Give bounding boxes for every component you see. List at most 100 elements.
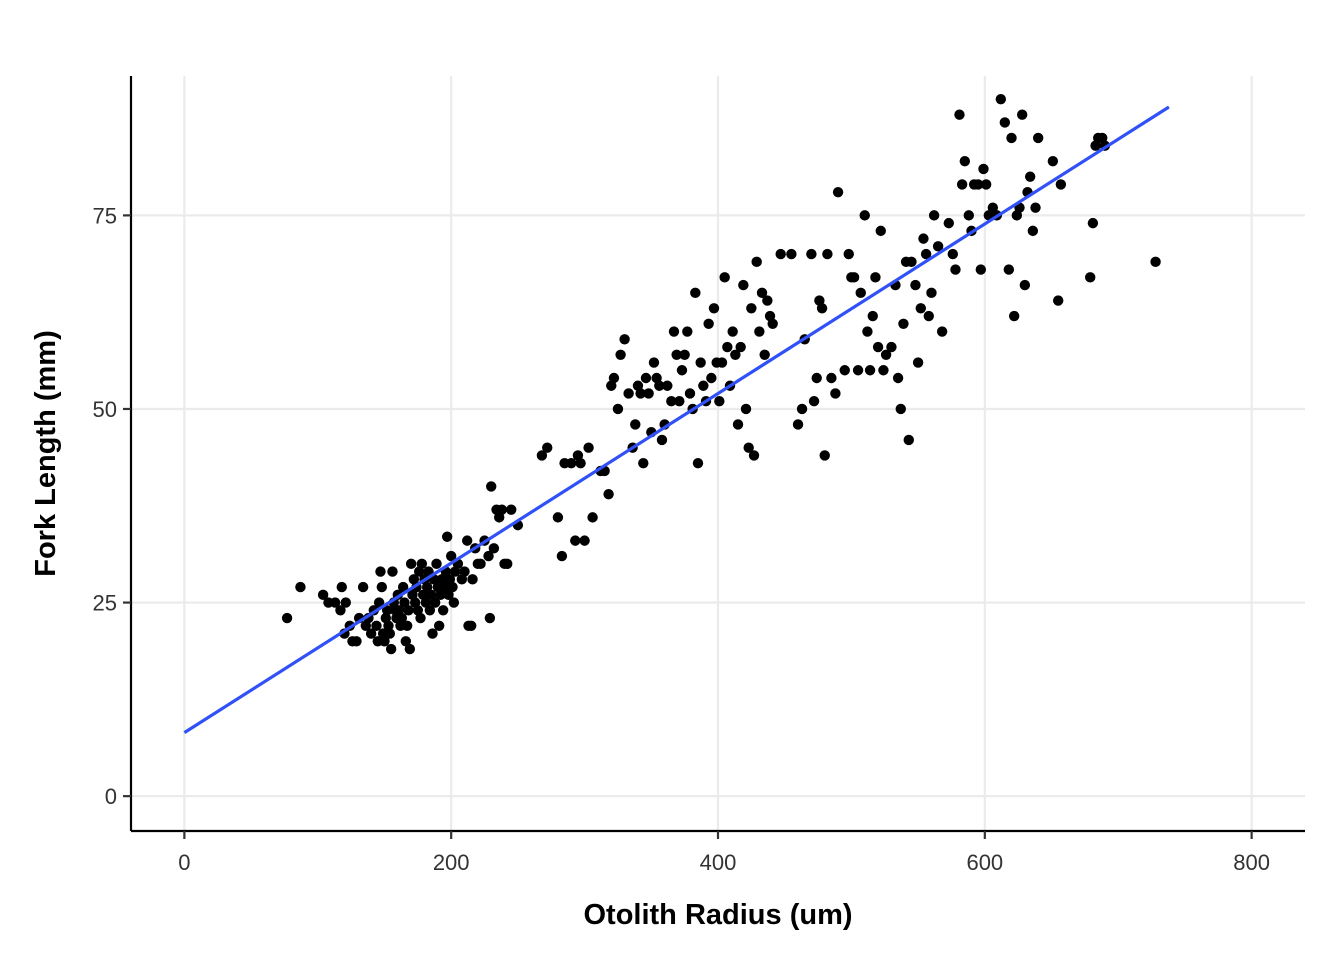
data-point xyxy=(375,566,386,577)
data-point xyxy=(400,636,412,647)
data-point xyxy=(483,550,494,562)
data-point xyxy=(536,450,548,461)
data-point xyxy=(819,450,830,461)
data-point xyxy=(862,326,873,337)
data-point xyxy=(978,163,989,175)
data-point xyxy=(648,357,660,368)
data-point xyxy=(859,210,870,221)
data-point xyxy=(923,310,934,322)
data-point xyxy=(1055,179,1067,190)
data-point xyxy=(1150,256,1161,268)
data-point xyxy=(459,566,470,577)
data-point xyxy=(751,256,762,268)
data-point xyxy=(926,287,937,299)
data-point xyxy=(668,326,680,337)
x-axis-ticks: 0 200 400 600 800 xyxy=(178,831,1270,875)
data-point xyxy=(496,504,508,515)
data-point xyxy=(943,217,954,229)
data-point xyxy=(792,419,804,430)
data-point xyxy=(738,279,749,291)
data-point xyxy=(376,581,388,593)
data-point xyxy=(405,558,417,570)
data-point xyxy=(954,109,965,120)
data-point xyxy=(852,365,864,376)
data-point xyxy=(484,612,496,624)
x-tick-label: 200 xyxy=(433,850,470,875)
data-point xyxy=(542,442,553,453)
data-point xyxy=(903,434,914,446)
data-point xyxy=(987,202,999,213)
x-tick-label: 0 xyxy=(178,850,190,875)
data-point xyxy=(399,597,410,608)
data-point xyxy=(619,334,630,345)
data-point xyxy=(912,357,924,368)
data-point xyxy=(674,396,685,407)
data-point xyxy=(488,543,500,554)
data-point xyxy=(947,248,958,260)
data-point xyxy=(401,620,413,631)
data-point xyxy=(1047,155,1059,167)
data-point xyxy=(855,287,866,299)
data-point xyxy=(429,597,441,608)
data-point xyxy=(816,303,828,314)
data-point xyxy=(396,612,408,624)
data-point xyxy=(431,558,442,570)
data-point xyxy=(623,388,634,399)
data-point xyxy=(932,241,944,252)
y-tick-label: 25 xyxy=(93,591,117,616)
data-point xyxy=(1008,310,1020,322)
data-point xyxy=(706,372,717,384)
data-point xyxy=(587,512,598,523)
data-point xyxy=(732,419,744,430)
data-point xyxy=(340,597,351,608)
data-point xyxy=(995,94,1007,105)
data-point xyxy=(656,434,668,446)
data-point xyxy=(999,117,1011,128)
data-point xyxy=(839,365,850,376)
data-point xyxy=(475,558,486,570)
data-point xyxy=(1016,109,1028,120)
data-point xyxy=(920,248,932,260)
data-point xyxy=(698,380,709,391)
data-point xyxy=(630,419,641,430)
y-axis-title: Fork Length (mm) xyxy=(30,330,62,577)
data-point xyxy=(975,264,987,275)
data-point xyxy=(928,210,940,221)
data-point xyxy=(806,248,817,260)
data-point xyxy=(425,589,437,601)
data-point xyxy=(1030,202,1041,213)
data-point xyxy=(317,589,329,601)
data-point xyxy=(1024,171,1036,182)
data-point xyxy=(552,512,564,523)
x-tick-label: 600 xyxy=(966,850,1003,875)
data-point xyxy=(329,597,341,608)
data-point xyxy=(910,279,921,291)
data-point xyxy=(381,605,393,616)
data-point xyxy=(808,396,820,407)
data-point xyxy=(662,380,673,391)
data-point xyxy=(880,349,892,360)
data-point xyxy=(864,365,876,376)
data-point xyxy=(570,535,581,546)
data-point xyxy=(748,450,760,461)
data-point xyxy=(336,581,347,593)
data-point xyxy=(832,186,844,198)
data-point xyxy=(404,643,416,655)
data-point xyxy=(830,388,841,399)
data-point xyxy=(502,558,513,570)
data-point xyxy=(716,357,728,368)
data-point xyxy=(335,605,346,616)
data-point xyxy=(950,264,961,275)
data-point xyxy=(608,372,620,384)
data-point xyxy=(719,272,730,283)
data-point xyxy=(762,295,773,306)
data-point xyxy=(1087,217,1099,229)
data-point xyxy=(918,233,929,244)
data-point xyxy=(1052,295,1064,306)
data-point xyxy=(351,636,362,647)
data-point xyxy=(385,643,397,655)
data-point xyxy=(640,372,652,384)
data-point xyxy=(915,303,926,314)
data-point xyxy=(443,589,454,601)
data-point xyxy=(379,636,390,647)
